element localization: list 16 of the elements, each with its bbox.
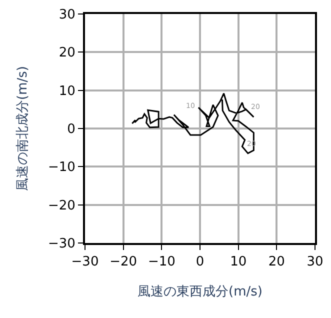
- y-tick-label: −30: [48, 236, 76, 252]
- y-tick-label: 30: [58, 8, 76, 23]
- x-tick-label: 10: [230, 254, 247, 270]
- y-tick-label: −20: [48, 198, 76, 214]
- y-tick-label: 10: [58, 84, 76, 99]
- x-axis-title: 風速の東西成分(m/s): [138, 284, 262, 300]
- x-tick-label: −20: [110, 254, 138, 270]
- x-tick-label: 0: [196, 254, 204, 270]
- y-tick-label: −10: [48, 160, 76, 176]
- x-tick-label: −30: [71, 254, 99, 270]
- x-tick-label: −10: [148, 254, 176, 270]
- y-axis-title: 風速の南北成分(m/s): [15, 66, 30, 191]
- y-tick-label: 20: [58, 46, 76, 61]
- x-tick-label: 30: [306, 254, 324, 270]
- y-tick-label: 0: [67, 122, 76, 138]
- x-tick-label: 20: [268, 254, 285, 270]
